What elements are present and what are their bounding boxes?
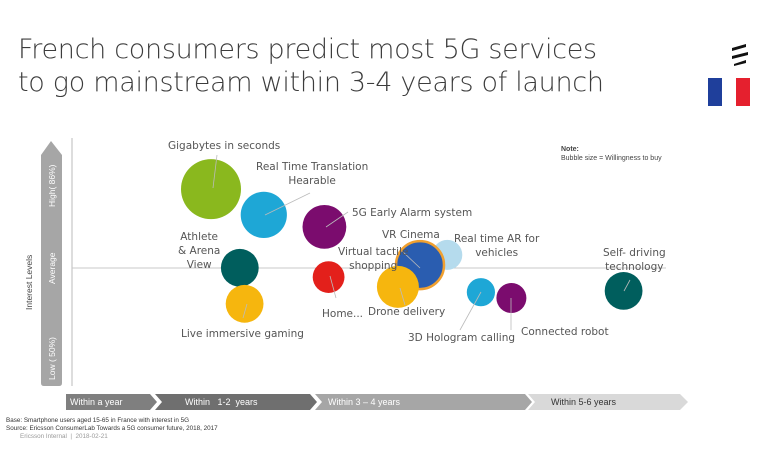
x-category-4: Within 5-6 years	[551, 397, 617, 407]
x-segment-1	[66, 394, 157, 410]
y-axis-label: Interest Levels	[24, 255, 34, 310]
label-self-driving-line2: technology	[605, 261, 664, 273]
note-text: Bubble size = Willingness to buy	[561, 155, 662, 162]
label-self-driving-line1: Self- driving	[603, 247, 666, 259]
label-self-driving: Self- driving technology	[603, 246, 666, 274]
y-axis-arrow	[41, 141, 62, 386]
label-home: Home...	[322, 308, 364, 320]
label-gaming: Live immersive gaming	[181, 328, 304, 340]
label-alarm: 5G Early Alarm system	[352, 207, 473, 219]
label-translation: Real Time Translation Hearable	[256, 160, 368, 188]
y-tick-average: Average	[47, 252, 57, 284]
label-athlete-line3: View	[186, 259, 212, 271]
footer-internal: Ericsson Internal | 2018-02-21	[20, 433, 108, 440]
y-tick-low: Low ( 50%)	[47, 337, 57, 380]
flag-stripe-red	[736, 78, 750, 106]
y-tick-high: High( 86%)	[47, 164, 57, 207]
label-athlete: Athlete & Arena View	[178, 230, 220, 272]
label-athlete-line1: Athlete	[180, 231, 219, 243]
label-translation-line1: Real Time Translation	[256, 161, 369, 173]
label-athlete-line2: & Arena	[178, 245, 221, 257]
chart-note: Note: Bubble size = Willingness to buy	[561, 145, 662, 163]
title-line-1: French consumers predict most 5G service…	[18, 34, 597, 65]
flag-stripe-white	[722, 78, 736, 106]
x-category-3: Within 3 – 4 years	[328, 397, 401, 407]
footer-source: Source: Ericsson ConsumerLab Towards a 5…	[6, 425, 218, 432]
bubble-gigabytes-in-seconds	[181, 159, 241, 220]
bubble-connected-robot	[496, 283, 527, 313]
label-ar-line1: Real time AR for	[454, 233, 540, 245]
x-segment-4	[528, 394, 688, 410]
leader-lines	[212, 154, 631, 331]
label-hologram: 3D Hologram calling	[408, 332, 516, 344]
x-segment-3	[315, 394, 532, 410]
label-ar: Real time AR for vehicles	[454, 232, 539, 260]
bubble-home	[312, 261, 345, 293]
bubble-real-time-translation	[240, 191, 287, 238]
label-robot: Connected robot	[521, 326, 609, 338]
label-tactile-line2: shopping	[349, 260, 398, 272]
x-category-1: Within a year	[70, 397, 123, 407]
label-ar-line2: vehicles	[475, 247, 519, 259]
bubble-athlete	[220, 248, 259, 287]
x-segment-2	[155, 394, 317, 410]
label-tactile-line1: Virtual tactile	[338, 246, 409, 258]
footer-base: Base: Smartphone users aged 15-65 in Fra…	[6, 417, 190, 424]
x-category-2: Within 1-2 years	[185, 397, 258, 407]
page-title: French consumers predict most 5G service…	[18, 33, 604, 99]
label-tactile: Virtual tactile shopping	[338, 245, 408, 273]
ericsson-logo-icon	[732, 44, 748, 66]
bubble-5g-early-alarm-system	[302, 205, 347, 249]
title-line-2: to go mainstream within 3-4 years of lau…	[18, 67, 604, 98]
label-vr-cinema: VR Cinema	[382, 229, 440, 241]
label-gigabytes: Gigabytes in seconds	[168, 140, 281, 152]
label-drone: Drone delivery	[368, 306, 446, 318]
label-translation-line2: Hearable	[288, 175, 336, 187]
bubble-live-immersive-gaming	[225, 284, 264, 323]
bubble-self-driving	[604, 272, 643, 310]
flag-stripe-blue	[708, 78, 722, 106]
note-label: Note:	[561, 146, 579, 153]
france-flag-icon	[708, 78, 750, 106]
bubble-virtual-tactile	[376, 265, 419, 308]
